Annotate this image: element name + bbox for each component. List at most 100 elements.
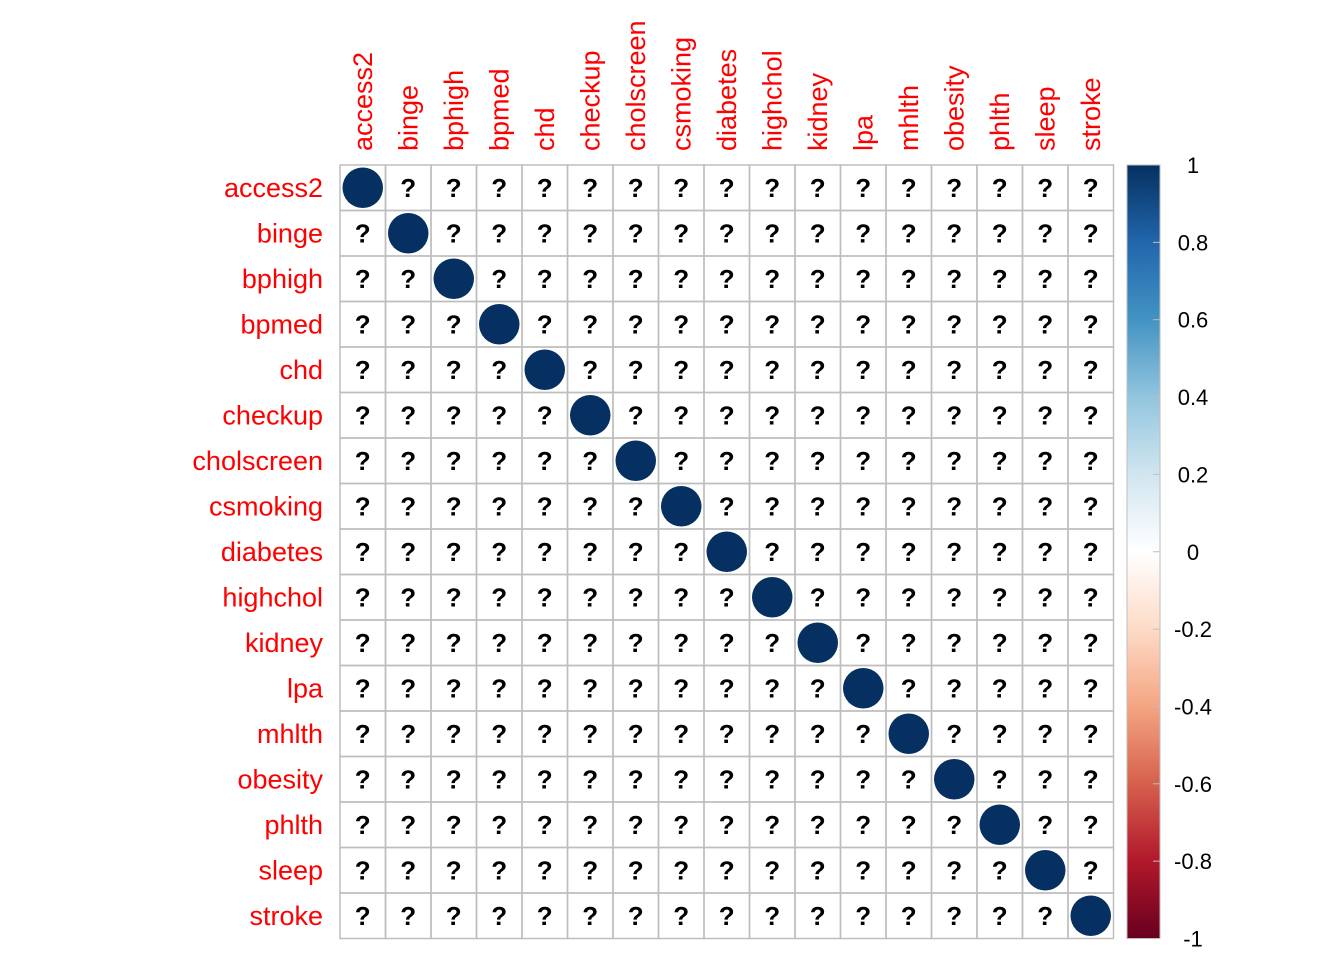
- missing-value-marker: ?: [946, 582, 962, 612]
- missing-value-marker: ?: [901, 673, 917, 703]
- missing-value-marker: ?: [628, 855, 644, 885]
- missing-value-marker: ?: [1083, 446, 1099, 476]
- missing-value-marker: ?: [1083, 582, 1099, 612]
- missing-value-marker: ?: [992, 400, 1008, 430]
- column-label: stroke: [1076, 77, 1106, 151]
- column-label: highchol: [757, 50, 787, 151]
- missing-value-marker: ?: [355, 810, 371, 840]
- missing-value-marker: ?: [537, 673, 553, 703]
- missing-value-marker: ?: [537, 537, 553, 567]
- missing-value-marker: ?: [446, 673, 462, 703]
- correlation-circle: [342, 167, 383, 208]
- column-label: cholscreen: [621, 20, 651, 151]
- missing-value-marker: ?: [764, 810, 780, 840]
- missing-value-marker: ?: [491, 901, 507, 931]
- missing-value-marker: ?: [446, 719, 462, 749]
- missing-value-marker: ?: [446, 355, 462, 385]
- missing-value-marker: ?: [400, 719, 416, 749]
- correlation-circle: [1025, 850, 1066, 891]
- missing-value-marker: ?: [582, 810, 598, 840]
- missing-value-marker: ?: [855, 901, 871, 931]
- missing-value-marker: ?: [582, 218, 598, 248]
- missing-value-marker: ?: [764, 628, 780, 658]
- missing-value-marker: ?: [582, 264, 598, 294]
- missing-value-marker: ?: [628, 537, 644, 567]
- missing-value-marker: ?: [446, 628, 462, 658]
- missing-value-marker: ?: [582, 582, 598, 612]
- missing-value-marker: ?: [946, 673, 962, 703]
- missing-value-marker: ?: [901, 309, 917, 339]
- missing-value-marker: ?: [491, 173, 507, 203]
- missing-value-marker: ?: [764, 719, 780, 749]
- missing-value-marker: ?: [446, 764, 462, 794]
- missing-value-marker: ?: [1037, 218, 1053, 248]
- column-label: bphigh: [439, 70, 469, 151]
- missing-value-marker: ?: [537, 446, 553, 476]
- missing-value-marker: ?: [810, 764, 826, 794]
- missing-value-marker: ?: [537, 810, 553, 840]
- column-label: lpa: [848, 114, 878, 151]
- missing-value-marker: ?: [582, 173, 598, 203]
- missing-value-marker: ?: [1037, 400, 1053, 430]
- missing-value-marker: ?: [446, 855, 462, 885]
- correlation-circle: [661, 486, 702, 527]
- missing-value-marker: ?: [901, 582, 917, 612]
- row-label: obesity: [237, 764, 323, 794]
- missing-value-marker: ?: [582, 355, 598, 385]
- missing-value-marker: ?: [355, 628, 371, 658]
- missing-value-marker: ?: [1037, 901, 1053, 931]
- missing-value-marker: ?: [355, 446, 371, 476]
- missing-value-marker: ?: [400, 855, 416, 885]
- missing-value-marker: ?: [901, 264, 917, 294]
- missing-value-marker: ?: [400, 355, 416, 385]
- colorbar-tick-label: 0.4: [1178, 385, 1209, 410]
- missing-value-marker: ?: [628, 264, 644, 294]
- missing-value-marker: ?: [764, 218, 780, 248]
- missing-value-marker: ?: [673, 901, 689, 931]
- colorbar: 1 0.8 0.6 0.4 0.2 0 -0.2 -0.4 -0.6 -0.8 -1: [1126, 153, 1212, 952]
- missing-value-marker: ?: [673, 537, 689, 567]
- missing-value-marker: ?: [355, 264, 371, 294]
- grid-cell: [1067, 892, 1115, 940]
- missing-value-marker: ?: [537, 400, 553, 430]
- missing-value-marker: ?: [992, 764, 1008, 794]
- missing-value-marker: ?: [1037, 764, 1053, 794]
- missing-value-marker: ?: [628, 491, 644, 521]
- row-label: diabetes: [221, 537, 323, 567]
- row-labels: access2 binge bphigh bpmed chd checkup cholscr…: [192, 173, 324, 931]
- missing-value-marker: ?: [855, 582, 871, 612]
- missing-value-marker: ?: [719, 446, 735, 476]
- colorbar-tick-label: 1: [1187, 153, 1199, 178]
- correlation-circle: [797, 622, 838, 663]
- missing-value-marker: ?: [901, 810, 917, 840]
- missing-value-marker: ?: [946, 719, 962, 749]
- missing-value-marker: ?: [764, 537, 780, 567]
- missing-value-marker: ?: [992, 673, 1008, 703]
- cells-layer: ????????????????????????????????????????…: [342, 167, 1111, 936]
- missing-value-marker: ?: [901, 173, 917, 203]
- missing-value-marker: ?: [491, 537, 507, 567]
- missing-value-marker: ?: [992, 173, 1008, 203]
- missing-value-marker: ?: [1037, 673, 1053, 703]
- missing-value-marker: ?: [400, 673, 416, 703]
- missing-value-marker: ?: [764, 673, 780, 703]
- missing-value-marker: ?: [1037, 355, 1053, 385]
- missing-value-marker: ?: [491, 855, 507, 885]
- missing-value-marker: ?: [355, 218, 371, 248]
- missing-value-marker: ?: [400, 764, 416, 794]
- missing-value-marker: ?: [673, 673, 689, 703]
- missing-value-marker: ?: [537, 491, 553, 521]
- missing-value-marker: ?: [719, 673, 735, 703]
- missing-value-marker: ?: [719, 218, 735, 248]
- missing-value-marker: ?: [582, 446, 598, 476]
- missing-value-marker: ?: [855, 309, 871, 339]
- missing-value-marker: ?: [855, 719, 871, 749]
- missing-value-marker: ?: [400, 446, 416, 476]
- missing-value-marker: ?: [673, 446, 689, 476]
- row-label: stroke: [249, 901, 323, 931]
- missing-value-marker: ?: [400, 173, 416, 203]
- missing-value-marker: ?: [1083, 810, 1099, 840]
- missing-value-marker: ?: [582, 719, 598, 749]
- missing-value-marker: ?: [537, 173, 553, 203]
- missing-value-marker: ?: [946, 173, 962, 203]
